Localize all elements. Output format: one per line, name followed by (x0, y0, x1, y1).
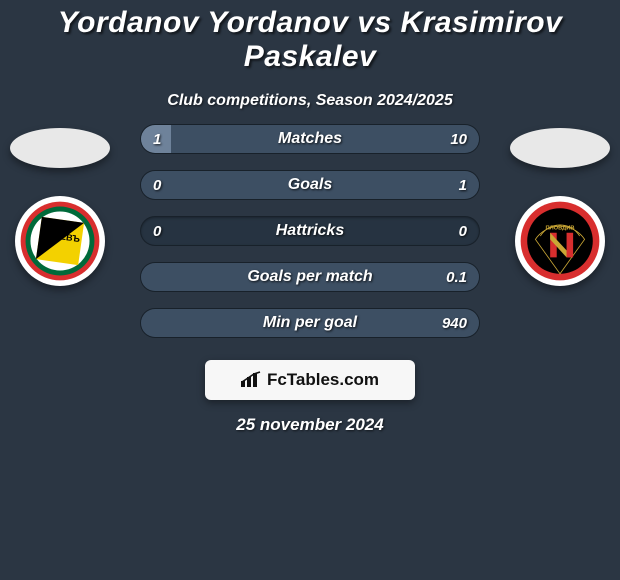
page-title: Yordanov Yordanov vs Krasimirov Paskalev (0, 0, 620, 74)
brand-label: FcTables.com (241, 370, 379, 390)
stat-row: Goals per match0.1 (140, 262, 480, 292)
date-line: 25 november 2024 (0, 415, 620, 435)
right-player-column: ПЛОВДИВ (510, 128, 610, 286)
stat-label: Hattricks (141, 217, 479, 245)
stat-label: Min per goal (141, 309, 479, 337)
brand-text: FcTables.com (267, 370, 379, 390)
stat-value-left: 0 (153, 217, 161, 245)
stat-value-right: 1 (459, 171, 467, 199)
stat-row: Hattricks0 0 (140, 216, 480, 246)
left-club-crest: БОТЕВЪ 1912 (15, 196, 105, 286)
stat-value-right: 10 (450, 125, 467, 153)
stat-value-right: 0.1 (446, 263, 467, 291)
comparison-infographic: Yordanov Yordanov vs Krasimirov Paskalev… (0, 0, 620, 580)
left-player-column: БОТЕВЪ 1912 (10, 128, 110, 286)
lokomotiv-crest-icon: ПЛОВДИВ (519, 200, 601, 282)
stat-label: Matches (141, 125, 479, 153)
bar-chart-icon (241, 371, 263, 389)
stat-value-left: 1 (153, 125, 161, 153)
subtitle: Club competitions, Season 2024/2025 (0, 92, 620, 110)
stat-label: Goals (141, 171, 479, 199)
stat-value-right: 0 (459, 217, 467, 245)
stat-value-left: 0 (153, 171, 161, 199)
stat-value-right: 940 (442, 309, 467, 337)
brand-box: FcTables.com (205, 360, 415, 400)
botev-crest-icon: БОТЕВЪ 1912 (19, 200, 101, 282)
player-avatar-placeholder-right (510, 128, 610, 168)
stat-row: Min per goal940 (140, 308, 480, 338)
stat-row: Goals0 1 (140, 170, 480, 200)
stat-rows: Matches110Goals01Hattricks00Goals per ma… (140, 124, 480, 354)
right-club-crest: ПЛОВДИВ (515, 196, 605, 286)
svg-text:ПЛОВДИВ: ПЛОВДИВ (545, 226, 574, 232)
stat-row: Matches1 10 (140, 124, 480, 154)
player-avatar-placeholder-left (10, 128, 110, 168)
stat-label: Goals per match (141, 263, 479, 291)
